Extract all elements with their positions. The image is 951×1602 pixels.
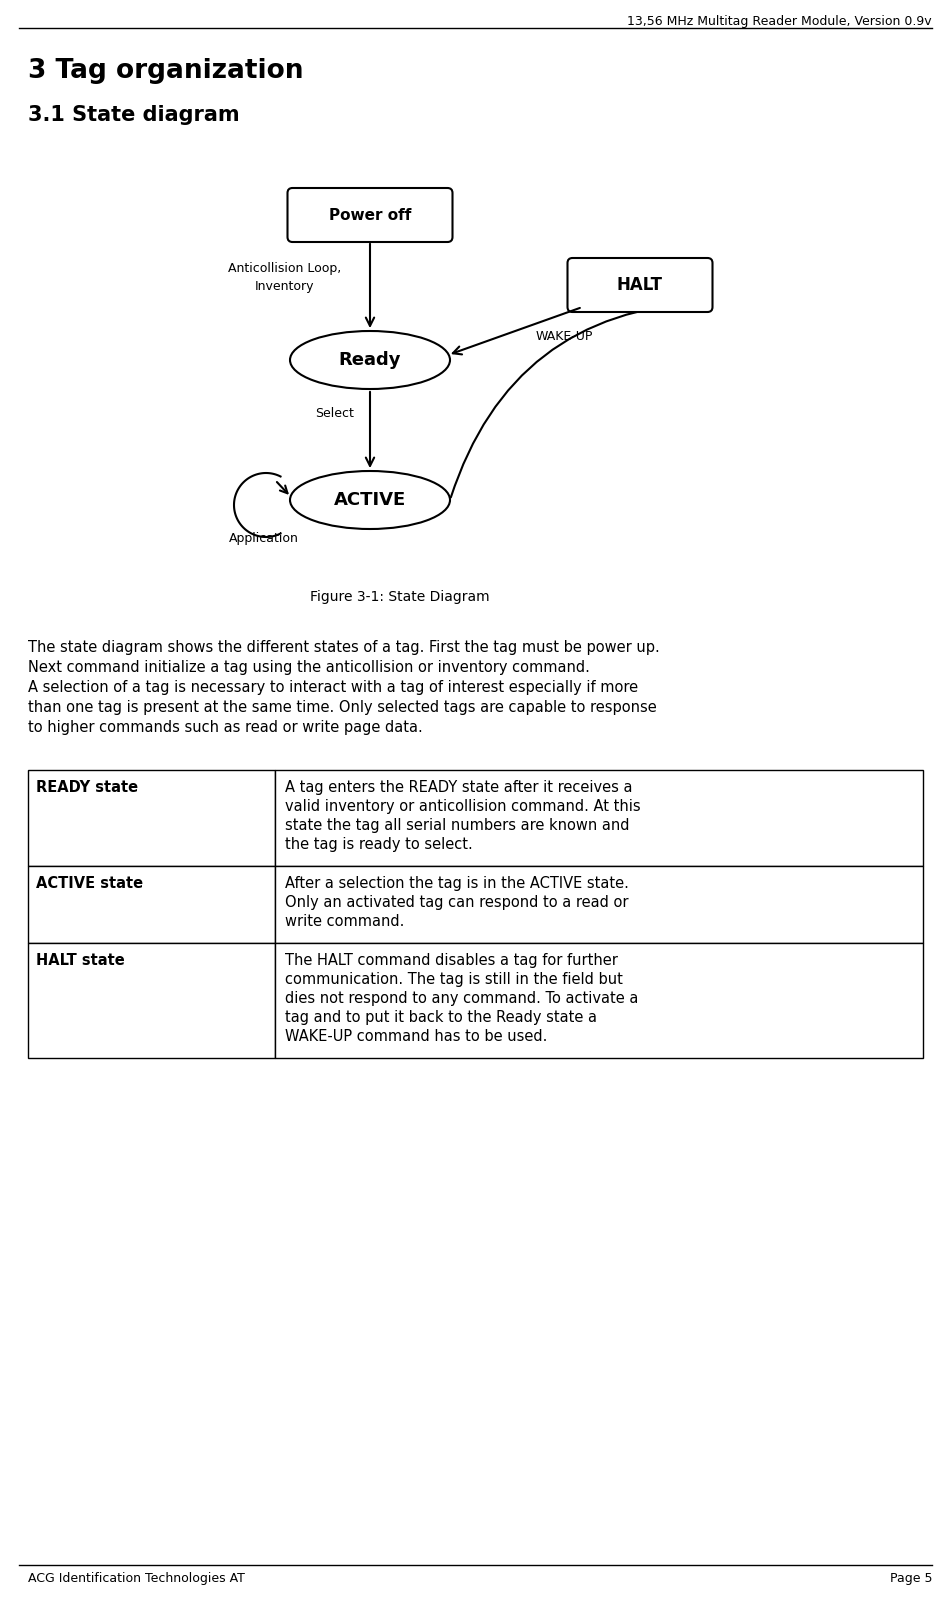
Text: Ready: Ready [339,351,401,368]
Bar [28,771,275,867]
Bar [275,771,923,867]
Text: After a selection the tag is in the ACTIVE state.: After a selection the tag is in the ACTI… [285,876,629,891]
Bar [28,944,275,1057]
Text: state the tag all serial numbers are known and: state the tag all serial numbers are kno… [285,819,630,833]
Bar [275,944,923,1057]
Bar [275,867,923,944]
Ellipse shape [290,332,450,389]
Text: than one tag is present at the same time. Only selected tags are capable to resp: than one tag is present at the same time… [28,700,657,714]
FancyBboxPatch shape [568,258,712,312]
Text: WAKE-UP command has to be used.: WAKE-UP command has to be used. [285,1028,548,1045]
Text: the tag is ready to select.: the tag is ready to select. [285,836,473,852]
Text: 3 Tag organization: 3 Tag organization [28,58,303,83]
FancyArrowPatch shape [451,298,705,497]
Text: valid inventory or anticollision command. At this: valid inventory or anticollision command… [285,799,641,814]
Text: communication. The tag is still in the field but: communication. The tag is still in the f… [285,972,623,987]
Text: Power off: Power off [329,208,411,223]
Ellipse shape [290,471,450,529]
Text: ACTIVE: ACTIVE [334,490,406,509]
Text: to higher commands such as read or write page data.: to higher commands such as read or write… [28,719,423,735]
Text: 13,56 MHz Multitag Reader Module, Version 0.9v: 13,56 MHz Multitag Reader Module, Versio… [628,14,932,27]
Text: HALT: HALT [617,276,663,295]
Text: A tag enters the READY state after it receives a: A tag enters the READY state after it re… [285,780,632,795]
Text: Figure 3-1: State Diagram: Figure 3-1: State Diagram [310,590,490,604]
Text: ACG Identification Technologies AT: ACG Identification Technologies AT [28,1572,244,1584]
Text: write command.: write command. [285,915,404,929]
Text: Anticollision Loop,
Inventory: Anticollision Loop, Inventory [228,263,341,293]
Text: The HALT command disables a tag for further: The HALT command disables a tag for furt… [285,953,618,968]
Text: Select: Select [315,407,354,420]
Text: Page 5: Page 5 [889,1572,932,1584]
Text: Only an activated tag can respond to a read or: Only an activated tag can respond to a r… [285,896,629,910]
Text: Next command initialize a tag using the anticollision or inventory command.: Next command initialize a tag using the … [28,660,590,674]
Text: dies not respond to any command. To activate a: dies not respond to any command. To acti… [285,992,638,1006]
FancyBboxPatch shape [287,187,453,242]
Text: Application: Application [229,532,299,545]
Text: 3.1 State diagram: 3.1 State diagram [28,106,240,125]
Text: tag and to put it back to the Ready state a: tag and to put it back to the Ready stat… [285,1009,597,1025]
Bar [28,867,275,944]
Text: ACTIVE state: ACTIVE state [36,876,143,891]
Text: WAKE-UP: WAKE-UP [535,330,592,343]
Text: HALT state: HALT state [36,953,125,968]
Text: The state diagram shows the different states of a tag. First the tag must be pow: The state diagram shows the different st… [28,641,660,655]
Text: A selection of a tag is necessary to interact with a tag of interest especially : A selection of a tag is necessary to int… [28,679,638,695]
Text: READY state: READY state [36,780,138,795]
